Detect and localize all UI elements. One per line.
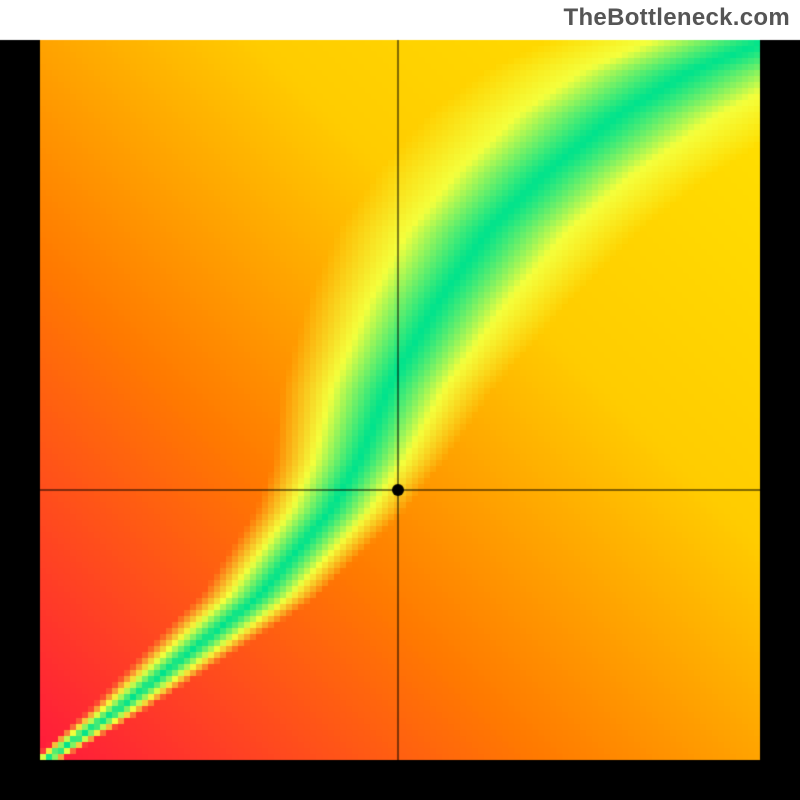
bottleneck-heatmap-panel: { "attribution": "TheBottleneck.com", "a… [0, 0, 800, 800]
attribution-text: TheBottleneck.com [564, 4, 790, 32]
heatmap-canvas [0, 0, 800, 800]
